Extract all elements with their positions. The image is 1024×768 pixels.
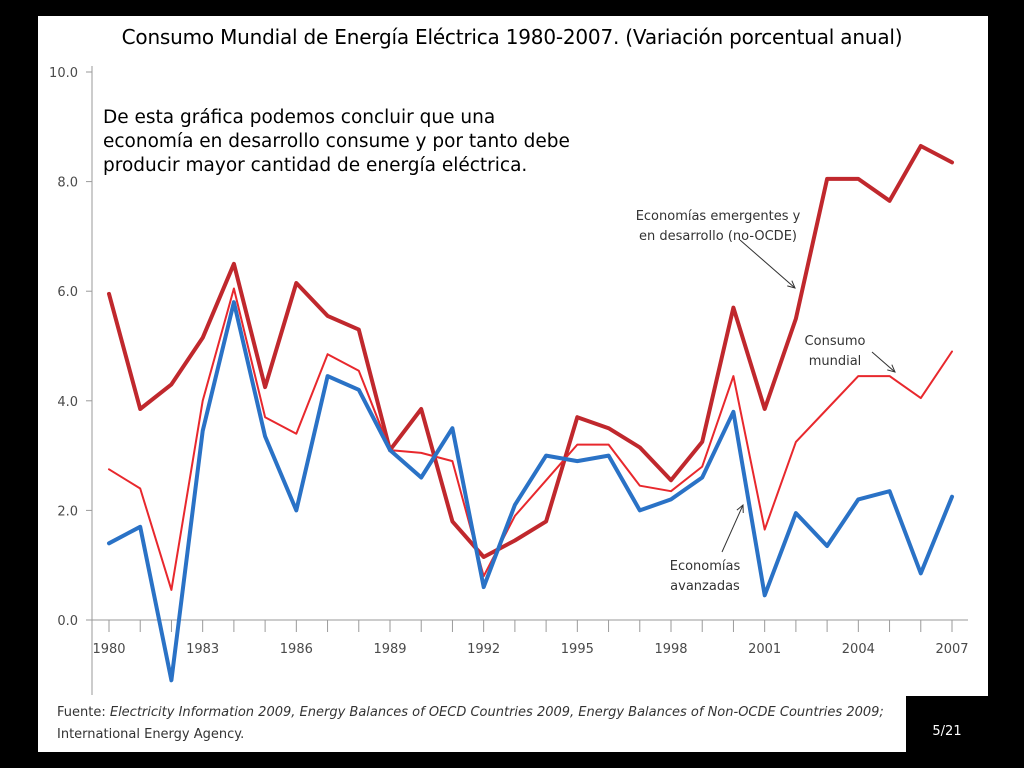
series-avanzadas-line xyxy=(107,300,954,683)
y-tick-label: 4.0 xyxy=(57,395,78,410)
annotation-arrowhead xyxy=(736,503,744,514)
conclusion-line-3: producir mayor cantidad de energía eléct… xyxy=(103,155,528,176)
conclusion-line-2: economía en desarrollo consume y por tan… xyxy=(103,131,570,152)
x-tick-label: 1989 xyxy=(373,642,406,657)
page-number: 5/21 xyxy=(932,724,962,739)
source-agency: International Energy Agency. xyxy=(57,727,245,742)
x-tick-label: 1980 xyxy=(92,642,125,657)
annotation-arrowhead xyxy=(887,364,896,373)
annotation-consumo-mundial-line: mundial xyxy=(809,354,862,369)
conclusion-text: De esta gráfica podemos concluir que una… xyxy=(103,106,663,178)
series-consumo-mundial-line xyxy=(108,287,953,591)
series-layer xyxy=(107,144,954,683)
x-tick-label: 1986 xyxy=(280,642,313,657)
y-tick-label: 8.0 xyxy=(57,176,78,191)
y-tick-label: 6.0 xyxy=(57,285,78,300)
y-tick-label: 2.0 xyxy=(57,504,78,519)
annotation-layer: Economías emergentes y en desarrollo (no-… xyxy=(636,209,896,594)
x-tick-label: 1983 xyxy=(186,642,219,657)
y-tick-label: 0.0 xyxy=(57,614,78,629)
source-label: Fuente: xyxy=(57,705,106,720)
annotation-arrow xyxy=(871,351,896,373)
page-number-box xyxy=(906,696,988,752)
x-tick-label: 1998 xyxy=(654,642,687,657)
x-tick-label: 1995 xyxy=(561,642,594,657)
conclusion-line-1: De esta gráfica podemos concluir que una xyxy=(103,107,496,128)
source-note: Fuente: Electricity Information 2009, En… xyxy=(57,702,917,746)
x-tick-label: 2004 xyxy=(842,642,875,657)
annotation-avanzadas-line: Economías xyxy=(670,559,741,574)
chart-axes: 0.0 2.0 4.0 6.0 8.0 10.0 1980 1983 1986 1989 1992 1… xyxy=(49,66,969,695)
slide-panel xyxy=(38,16,988,752)
source-publications: Electricity Information 2009, Energy Bal… xyxy=(109,705,884,720)
x-tick-label: 2007 xyxy=(935,642,968,657)
x-tick-label: 1992 xyxy=(467,642,500,657)
slide-title: Consumo Mundial de Energía Eléctrica 198… xyxy=(121,25,903,49)
annotation-consumo-mundial-line: Consumo xyxy=(805,334,866,349)
annotation-no-ocde-line: Economías emergentes y xyxy=(636,209,801,224)
series-no-ocde-line xyxy=(107,144,954,559)
annotation-arrow xyxy=(739,239,796,289)
annotation-arrowhead xyxy=(787,280,796,289)
annotation-avanzadas-line: avanzadas xyxy=(670,579,740,594)
y-tick-label: 10.0 xyxy=(49,66,78,81)
annotation-arrow xyxy=(721,504,744,553)
x-tick-label: 2001 xyxy=(748,642,781,657)
annotation-no-ocde-line: en desarrollo (no-OCDE) xyxy=(639,229,797,244)
